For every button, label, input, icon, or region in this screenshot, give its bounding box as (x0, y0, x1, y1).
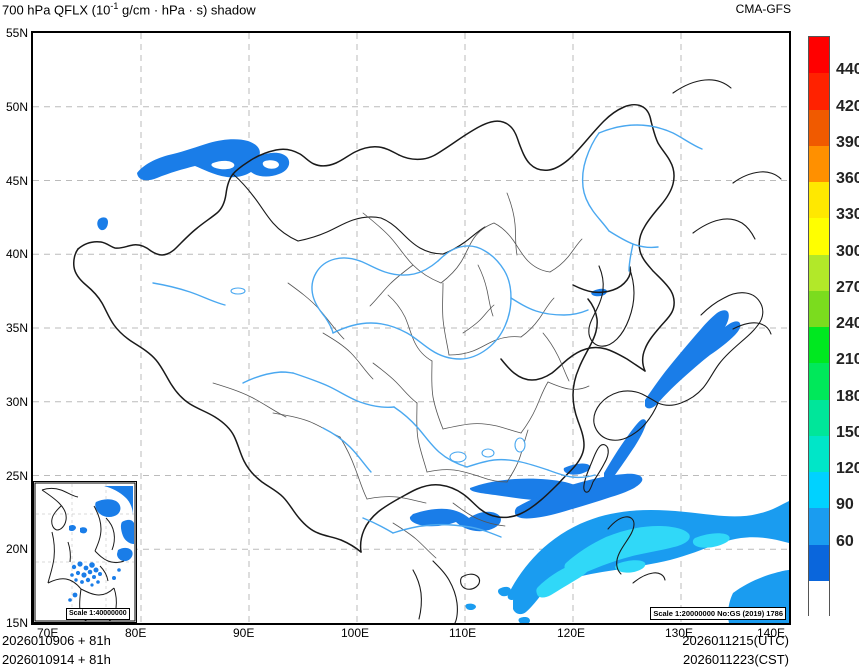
colorbar-band-15 (809, 580, 829, 618)
colorbar-tick-300: 300 (836, 242, 859, 260)
provincial-borders (212, 192, 590, 559)
page-title: 700 hPa QFLX (10-1 g/cm · hPa · s) shado… (2, 1, 256, 17)
colorbar-tick-120: 120 (836, 460, 859, 477)
colorbar-tick-420: 420 (836, 97, 859, 115)
y-axis-tick-50N: 50N (5, 99, 28, 114)
colorbar-tick-330: 330 (836, 206, 859, 224)
y-axis-tick-25N: 25N (5, 468, 28, 483)
map-geography (73, 79, 782, 623)
y-axis-tick-55N: 55N (5, 26, 28, 40)
shade-japan-sea-tail (604, 419, 647, 480)
x-axis-tick-80E: 80E (125, 626, 147, 640)
colorbar-band-0 (809, 37, 829, 74)
x-axis-tick-70E: 70E (37, 626, 59, 640)
foreign-coastlines (232, 79, 782, 623)
colorbar-band-13 (809, 508, 829, 546)
shade-speckle-1 (498, 586, 512, 597)
shade-japan-sea (645, 310, 741, 409)
colorbar-tick-270: 270 (836, 278, 859, 296)
shade-xinjiang (137, 139, 290, 181)
inset-coastlines (41, 488, 125, 622)
x-axis-tick-140E: 140E (757, 626, 786, 640)
colorbar[interactable] (808, 36, 830, 618)
page-title-exponent: -1 (110, 1, 119, 11)
shade-scs-core-cyan-4 (615, 560, 646, 573)
model-label: CMA-GFS (735, 2, 791, 16)
shade-tianshan-patch (97, 217, 108, 231)
inset-map[interactable]: Scale 1:40000000 (33, 481, 137, 623)
colorbar-tick-440: 440 (836, 61, 859, 79)
colorbar-tick-150: 150 (836, 423, 859, 441)
shade-xinjiang-hole1 (211, 160, 235, 170)
qflx-shaded-field (97, 139, 789, 623)
shade-xinjiang-hole2 (262, 160, 279, 169)
national-borders (73, 104, 675, 553)
x-axis-tick-100E: 100E (341, 626, 370, 640)
colorbar-band-12 (809, 472, 829, 509)
x-axis-tick-110E: 110E (449, 626, 477, 640)
y-axis-tick-20N: 20N (5, 542, 28, 557)
y-axis-tick-45N: 45N (5, 173, 28, 188)
shade-scs-core-cyan (564, 526, 690, 574)
x-axis-tick-90E: 90E (233, 626, 255, 640)
shade-speckle-2 (518, 617, 530, 623)
colorbar-band-5 (809, 218, 829, 256)
shade-taiwan-strait-band (514, 473, 643, 519)
colorbar-tick-90: 90 (836, 496, 854, 514)
main-map[interactable]: Scale 1:20000000 No:GS (2019) 1786 (31, 31, 791, 625)
shade-scs-plume-west (513, 554, 568, 615)
colorbar-band-4 (809, 182, 829, 219)
colorbar-tick-360: 360 (836, 170, 859, 187)
footer-right-line2: 2026011223(CST) (683, 652, 789, 667)
inset-graphics (34, 482, 136, 622)
colorbar-tick-180: 180 (836, 387, 859, 405)
map-canvas (33, 33, 789, 623)
page-title-main: 700 hPa QFLX (10 (2, 2, 111, 18)
y-axis-tick-35N: 35N (5, 321, 28, 335)
inset-gridlines (36, 484, 134, 620)
shade-scs-core-cyan-2 (536, 561, 591, 598)
map-scale-label: Scale 1:20000000 No:GS (2019) 1786 (650, 607, 786, 620)
colorbar-tick-60: 60 (836, 532, 854, 550)
colorbar-band-3 (809, 145, 829, 183)
map-graphics (33, 33, 789, 623)
lakes (230, 287, 526, 463)
colorbar-band-11 (809, 435, 829, 473)
shade-speckle-3 (465, 603, 476, 611)
inset-frame (34, 482, 136, 622)
colorbar-band-10 (809, 399, 829, 437)
colorbar-tick-390: 390 (836, 133, 859, 151)
page-title-tail: g/cm · hPa · s) shadow (118, 2, 256, 18)
x-axis-tick-120E: 120E (557, 626, 586, 640)
colorbar-band-14 (809, 544, 829, 582)
footer-left-line1: 2026010906 + 81h (2, 633, 111, 648)
footer-right-line1: 2026011215(UTC) (682, 633, 789, 648)
colorbar-band-1 (809, 73, 829, 111)
colorbar-band-2 (809, 109, 829, 147)
y-axis-tick-15N: 15N (5, 616, 28, 630)
colorbar-band-6 (809, 254, 829, 292)
colorbar-tick-210: 210 (836, 351, 859, 369)
rivers (152, 124, 703, 538)
y-axis-tick-40N: 40N (5, 247, 28, 262)
y-axis-tick-30N: 30N (5, 394, 28, 409)
colorbar-band-8 (809, 327, 829, 364)
footer-left-line2: 2026010914 + 81h (2, 652, 111, 667)
map-gridlines (33, 33, 789, 623)
shade-scs-core-cyan-3 (692, 533, 730, 548)
inset-shading (68, 486, 134, 602)
colorbar-band-9 (809, 363, 829, 401)
colorbar-band-7 (809, 290, 829, 328)
colorbar-tick-240: 240 (836, 315, 859, 332)
shade-south-china-1 (409, 508, 501, 532)
x-axis-tick-130E: 130E (665, 626, 694, 640)
inset-scale-label: Scale 1:40000000 (66, 608, 130, 620)
